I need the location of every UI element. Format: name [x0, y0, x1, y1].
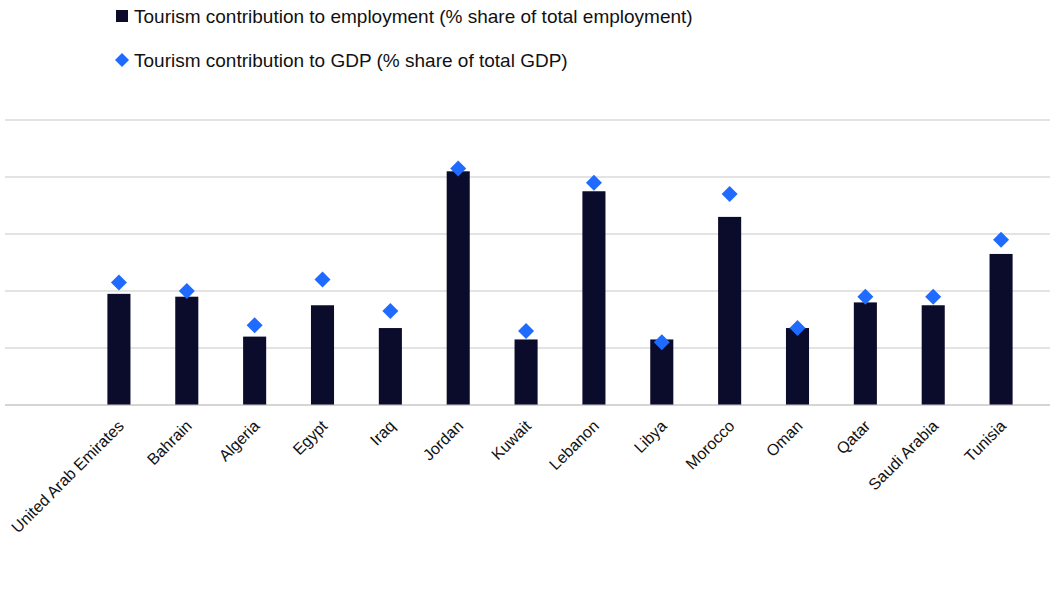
bar: [107, 294, 130, 405]
grid-line: [5, 404, 1050, 405]
legend: Tourism contribution to employment (% sh…: [115, 6, 693, 71]
grid-line: [5, 176, 1050, 177]
bar: [311, 305, 334, 405]
marker: [450, 160, 466, 176]
legend-swatch: [116, 10, 128, 22]
x-tick-label: Jordan: [420, 417, 467, 464]
marker: [382, 303, 398, 319]
bar: [854, 302, 877, 405]
x-tick-label: Libya: [631, 417, 670, 456]
x-tick-label: Oman: [763, 417, 806, 460]
marker: [586, 175, 602, 191]
legend-label: Tourism contribution to GDP (% share of …: [134, 50, 568, 71]
grid-line: [5, 119, 1050, 120]
x-tick-label: Morocco: [682, 417, 737, 472]
x-tick-label: Tunisia: [961, 417, 1009, 465]
x-tick-label: Saudi Arabia: [865, 417, 941, 493]
bar: [990, 254, 1013, 405]
chart: United Arab Emirates Bahrain Algeria Egypt I…: [0, 0, 1050, 600]
legend-label: Tourism contribution to employment (% sh…: [134, 6, 693, 27]
bar: [515, 339, 538, 405]
marker: [518, 323, 534, 339]
marker: [722, 186, 738, 202]
axis-line: [5, 404, 1050, 405]
bar: [447, 171, 470, 405]
marker: [857, 289, 873, 305]
bar: [922, 305, 945, 405]
x-tick-label: Qatar: [833, 417, 874, 458]
bar: [175, 297, 198, 405]
x-tick-label: Egypt: [290, 417, 331, 458]
marker: [247, 317, 263, 333]
x-tick-label: Algeria: [216, 417, 263, 464]
bar: [718, 217, 741, 405]
x-tick-label: Bahrain: [144, 417, 195, 468]
marker: [993, 232, 1009, 248]
legend-swatch: [115, 53, 129, 67]
marker: [111, 274, 127, 290]
marker: [925, 289, 941, 305]
bar: [243, 337, 266, 405]
x-tick-label: Kuwait: [488, 417, 534, 463]
x-tick-label: United Arab Emirates: [8, 417, 127, 536]
grid-line: [5, 290, 1050, 291]
x-tick-label: Lebanon: [546, 417, 602, 473]
marker: [790, 320, 806, 336]
bar: [379, 328, 402, 405]
grid-line: [5, 233, 1050, 234]
marker: [179, 283, 195, 299]
marker: [654, 334, 670, 350]
marker: [315, 272, 331, 288]
bar: [582, 191, 605, 405]
x-tick-label: Iraq: [367, 417, 399, 449]
plot-area: [107, 160, 1012, 405]
bar: [786, 328, 809, 405]
